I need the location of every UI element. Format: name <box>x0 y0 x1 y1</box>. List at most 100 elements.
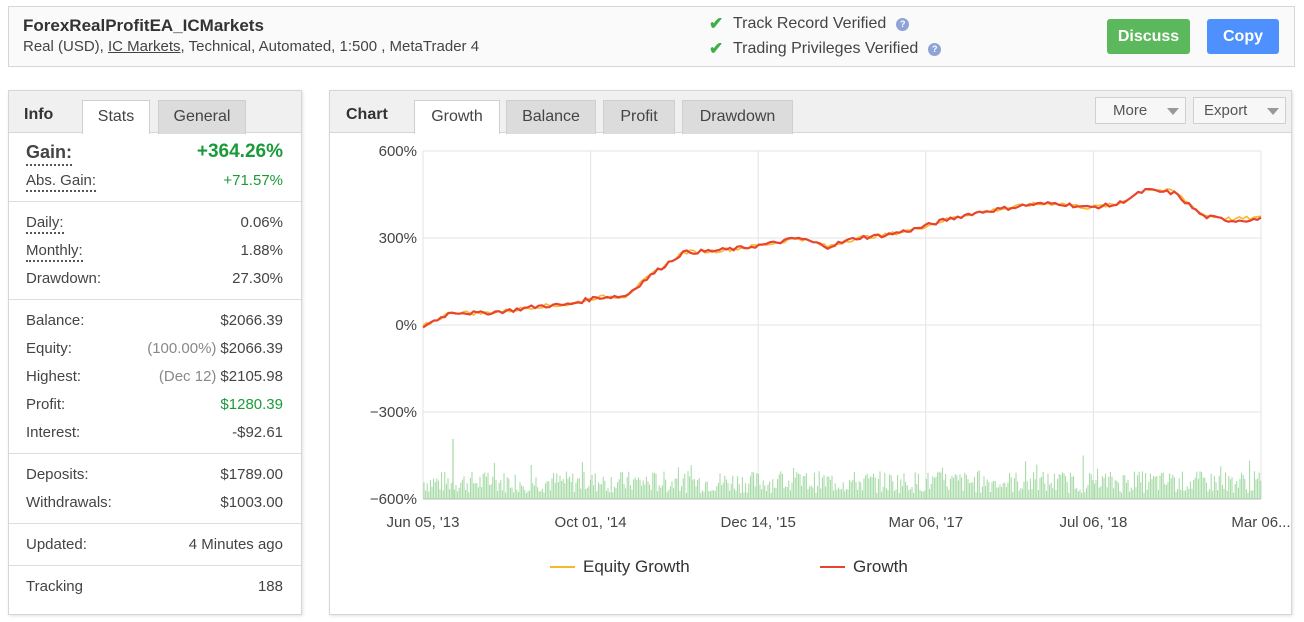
deposits-row: Deposits: $1789.00 <box>9 461 301 489</box>
tracking-label: Tracking <box>26 578 83 595</box>
account-details: , Technical, Automated, 1:500 , MetaTrad… <box>180 38 480 55</box>
broker-link[interactable]: IC Markets <box>108 38 181 55</box>
monthly-value: 1.88% <box>240 242 283 259</box>
gain-value: +364.26% <box>196 141 283 162</box>
highest-value: $2105.98 <box>220 368 283 385</box>
legend-equity-swatch <box>550 566 575 568</box>
export-dropdown[interactable]: Export <box>1193 97 1286 124</box>
equity-value-group: (100.00%) $2066.39 <box>147 340 283 357</box>
track-record-verified: ✔ Track Record Verified ? <box>709 14 910 34</box>
tab-growth[interactable]: Growth <box>414 100 500 134</box>
highest-label: Highest: <box>26 368 82 385</box>
account-type: Real (USD), <box>23 38 109 55</box>
volume-bars <box>423 455 1262 499</box>
stats-list: Gain: +364.26% Abs. Gain: +71.57% Daily:… <box>9 139 301 601</box>
abs-gain-value: +71.57% <box>223 172 283 189</box>
privileges-label: Trading Privileges Verified <box>733 40 919 57</box>
monthly-label[interactable]: Monthly: <box>26 242 83 262</box>
export-label: Export <box>1204 102 1248 119</box>
divider <box>9 299 301 300</box>
chevron-down-icon <box>1167 108 1179 115</box>
withdrawals-value: $1003.00 <box>220 494 283 511</box>
discuss-button[interactable]: Discuss <box>1107 19 1190 54</box>
abs-gain-label[interactable]: Abs. Gain: <box>26 172 97 192</box>
profit-label: Profit: <box>26 396 66 413</box>
y-tick-label: 600% <box>379 143 417 160</box>
equity-percent: (100.00%) <box>147 340 217 357</box>
daily-row: Daily: 0.06% <box>9 209 301 237</box>
chart-title: Chart <box>346 106 388 123</box>
equity-row: Equity: (100.00%) $2066.39 <box>9 335 301 363</box>
highest-row: Highest: (Dec 12) $2105.98 <box>9 363 301 391</box>
tracking-value: 188 <box>257 578 283 595</box>
divider <box>9 565 301 566</box>
balance-label: Balance: <box>26 312 85 329</box>
withdrawals-row: Withdrawals: $1003.00 <box>9 489 301 517</box>
profit-value: $1280.39 <box>220 396 283 413</box>
drawdown-value: 27.30% <box>232 270 283 287</box>
divider <box>9 201 301 202</box>
updated-label: Updated: <box>26 536 87 553</box>
equity-value: $2066.39 <box>220 340 283 357</box>
checkmark-icon: ✔ <box>709 39 724 58</box>
deposits-value: $1789.00 <box>220 466 283 483</box>
legend-equity-label: Equity Growth <box>583 557 690 576</box>
tab-drawdown[interactable]: Drawdown <box>682 100 793 134</box>
tab-profit[interactable]: Profit <box>603 100 675 134</box>
daily-label[interactable]: Daily: <box>26 214 64 234</box>
interest-label: Interest: <box>26 424 81 441</box>
gain-label[interactable]: Gain: <box>26 142 73 166</box>
growth-chart[interactable]: 600% 300% 0% −300% −600% Jun 05, '13 Oct 01, '… <box>330 91 1291 614</box>
track-record-label: Track Record Verified <box>733 15 887 32</box>
info-title: Info <box>24 106 54 123</box>
legend-equity-growth[interactable]: Equity Growth <box>550 557 690 577</box>
tab-stats[interactable]: Stats <box>82 100 150 134</box>
x-tick-label: Oct 01, '14 <box>555 514 627 531</box>
checkmark-icon: ✔ <box>709 14 724 33</box>
question-icon[interactable]: ? <box>928 42 942 56</box>
legend-growth-swatch <box>820 566 845 568</box>
daily-value: 0.06% <box>240 214 283 231</box>
more-label: More <box>1113 102 1148 119</box>
withdrawals-label: Withdrawals: <box>26 494 112 511</box>
equity-label: Equity: <box>26 340 72 357</box>
legend-growth-label: Growth <box>853 557 908 576</box>
interest-value: -$92.61 <box>232 424 283 441</box>
drawdown-label: Drawdown: <box>26 270 102 287</box>
trading-privileges-verified: ✔ Trading Privileges Verified ? <box>709 39 942 59</box>
balance-value: $2066.39 <box>220 312 283 329</box>
tab-general[interactable]: General <box>158 100 246 134</box>
highest-date: (Dec 12) <box>158 368 217 385</box>
interest-row: Interest: -$92.61 <box>9 419 301 447</box>
y-tick-label: −300% <box>370 404 417 421</box>
highest-value-group: (Dec 12) $2105.98 <box>159 368 283 385</box>
series-growth-line <box>422 187 1262 329</box>
y-tick-label: −600% <box>370 491 417 508</box>
x-tick-label: Mar 06, '17 <box>889 514 964 531</box>
more-dropdown[interactable]: More <box>1095 97 1186 124</box>
account-subtitle: Real (USD), IC Markets, Technical, Autom… <box>23 38 479 55</box>
legend-growth[interactable]: Growth <box>820 557 908 577</box>
abs-gain-row: Abs. Gain: +71.57% <box>9 167 301 195</box>
updated-value: 4 Minutes ago <box>188 536 283 553</box>
drawdown-row: Drawdown: 27.30% <box>9 265 301 293</box>
chart-tabbar: Chart Growth Balance Profit Drawdown Mor… <box>330 91 1291 134</box>
series-equity-growth-line <box>422 188 1262 327</box>
copy-button[interactable]: Copy <box>1207 19 1279 54</box>
account-name: ForexRealProfitEA_ICMarkets <box>23 16 264 35</box>
gain-row: Gain: +364.26% <box>9 139 301 167</box>
chart-panel: Chart Growth Balance Profit Drawdown Mor… <box>329 90 1292 615</box>
divider <box>9 523 301 524</box>
x-tick-label: Jul 06, '18 <box>1059 514 1127 531</box>
balance-row: Balance: $2066.39 <box>9 307 301 335</box>
info-tabbar: Info Stats General <box>9 91 301 134</box>
y-tick-label: 300% <box>379 230 417 247</box>
divider <box>9 453 301 454</box>
x-tick-label: Dec 14, '15 <box>720 514 795 531</box>
x-tick-label: Jun 05, '13 <box>387 514 460 531</box>
question-icon[interactable]: ? <box>896 17 910 31</box>
chevron-down-icon <box>1267 108 1279 115</box>
monthly-row: Monthly: 1.88% <box>9 237 301 265</box>
tracking-row: Tracking 188 <box>9 573 301 601</box>
tab-balance[interactable]: Balance <box>506 100 596 134</box>
